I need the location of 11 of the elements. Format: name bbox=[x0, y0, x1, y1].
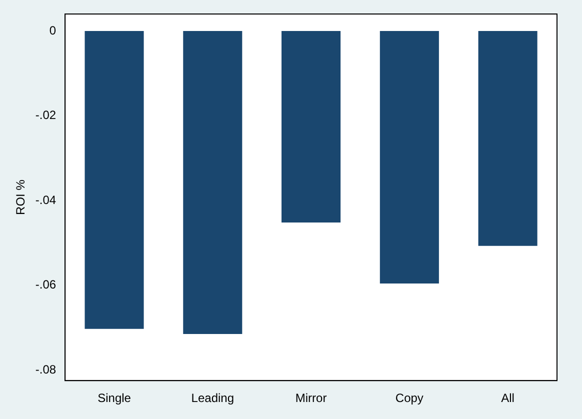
x-tick-label: Single bbox=[98, 391, 132, 406]
y-axis-title: ROI % bbox=[14, 179, 28, 215]
y-tick-label: -.06 bbox=[35, 278, 56, 292]
x-tick-label: Mirror bbox=[295, 391, 327, 406]
y-tick-label: 0 bbox=[49, 23, 56, 38]
y-tick-label: -.08 bbox=[35, 362, 56, 376]
y-tick-label: -.02 bbox=[35, 108, 56, 122]
x-tick-label: Copy bbox=[395, 391, 424, 406]
y-tick-label: -.04 bbox=[35, 192, 56, 207]
x-tick-label: All bbox=[501, 391, 514, 406]
x-tick-label: Leading bbox=[191, 391, 234, 406]
